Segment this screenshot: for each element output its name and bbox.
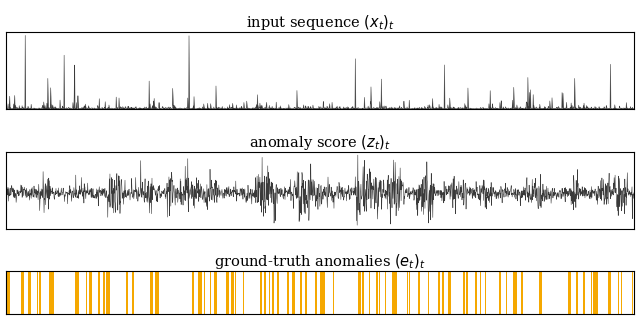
Bar — [269, 271, 270, 314]
Bar — [369, 271, 370, 314]
Bar — [621, 271, 622, 314]
Bar — [409, 271, 410, 314]
Bar — [447, 271, 451, 314]
Bar — [125, 271, 127, 314]
Bar — [466, 271, 468, 314]
Bar — [287, 271, 289, 314]
Bar — [38, 271, 41, 314]
Bar — [50, 271, 52, 314]
Bar — [513, 271, 516, 314]
Bar — [376, 271, 378, 314]
Bar — [608, 271, 611, 314]
Bar — [305, 271, 307, 314]
Bar — [21, 271, 24, 314]
Bar — [198, 271, 200, 314]
Bar — [538, 271, 542, 314]
Bar — [475, 271, 477, 314]
Bar — [156, 271, 159, 314]
Bar — [214, 271, 217, 314]
Bar — [480, 271, 481, 314]
Bar — [358, 271, 361, 314]
Bar — [28, 271, 31, 314]
Bar — [132, 271, 134, 314]
Bar — [86, 271, 87, 314]
Bar — [76, 271, 79, 314]
Bar — [418, 271, 420, 314]
Bar — [264, 271, 266, 314]
Bar — [362, 271, 364, 314]
Bar — [395, 271, 397, 314]
Bar — [315, 271, 317, 314]
Bar — [150, 271, 152, 314]
Bar — [438, 271, 440, 314]
Bar — [442, 271, 444, 314]
Bar — [463, 271, 465, 314]
Bar — [231, 271, 234, 314]
Bar — [485, 271, 486, 314]
Bar — [260, 271, 262, 314]
Bar — [103, 271, 105, 314]
Bar — [595, 271, 598, 314]
Bar — [428, 271, 429, 314]
Bar — [385, 271, 386, 314]
Bar — [521, 271, 524, 314]
Bar — [159, 271, 161, 314]
Bar — [204, 271, 205, 314]
Bar — [576, 271, 578, 314]
Bar — [583, 271, 586, 314]
Bar — [568, 271, 571, 314]
Bar — [99, 271, 100, 314]
Bar — [591, 271, 593, 314]
Bar — [277, 271, 280, 314]
Bar — [88, 271, 92, 314]
Bar — [300, 271, 301, 314]
Bar — [210, 271, 211, 314]
Bar — [200, 271, 202, 314]
Bar — [618, 271, 620, 314]
Title: input sequence $(x_t)_t$: input sequence $(x_t)_t$ — [246, 13, 394, 32]
Bar — [593, 271, 595, 314]
Bar — [226, 271, 230, 314]
Bar — [292, 271, 296, 314]
Bar — [393, 271, 394, 314]
Bar — [321, 271, 325, 314]
Bar — [106, 271, 109, 314]
Bar — [506, 271, 507, 314]
Bar — [235, 271, 236, 314]
Bar — [378, 271, 380, 314]
Title: ground-truth anomalies $(e_t)_t$: ground-truth anomalies $(e_t)_t$ — [214, 252, 426, 271]
Title: anomaly score $(z_t)_t$: anomaly score $(z_t)_t$ — [249, 133, 391, 152]
Bar — [271, 271, 275, 314]
Bar — [192, 271, 194, 314]
Bar — [6, 271, 10, 314]
Bar — [499, 271, 501, 314]
